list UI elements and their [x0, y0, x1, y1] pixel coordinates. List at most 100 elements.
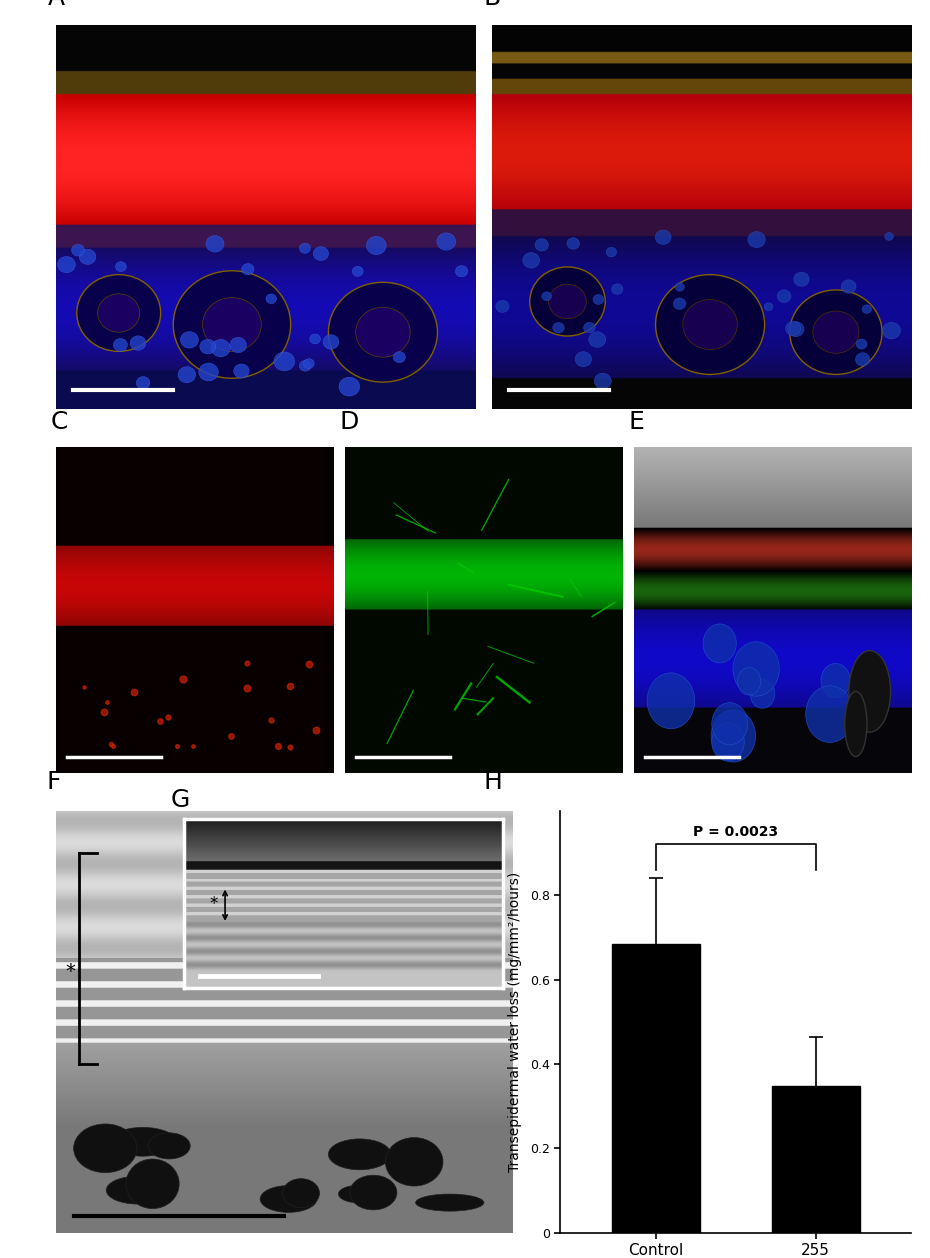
Text: G: G	[171, 789, 190, 813]
Circle shape	[593, 294, 604, 304]
Ellipse shape	[260, 1185, 317, 1213]
Circle shape	[233, 364, 249, 379]
Ellipse shape	[385, 1137, 443, 1186]
Circle shape	[842, 279, 856, 293]
Circle shape	[788, 322, 804, 337]
Ellipse shape	[328, 1138, 391, 1170]
Text: E: E	[628, 410, 644, 434]
Circle shape	[883, 322, 900, 338]
Circle shape	[98, 294, 140, 332]
Circle shape	[656, 230, 671, 244]
Circle shape	[200, 340, 216, 353]
Circle shape	[790, 291, 882, 375]
Circle shape	[173, 270, 291, 379]
Circle shape	[366, 237, 386, 254]
Circle shape	[130, 336, 146, 350]
Y-axis label: Transepidermal water loss (mg/mm²/hours): Transepidermal water loss (mg/mm²/hours)	[508, 872, 522, 1172]
Circle shape	[675, 283, 684, 291]
Circle shape	[274, 352, 295, 371]
Circle shape	[535, 239, 549, 252]
Circle shape	[437, 233, 456, 250]
Circle shape	[180, 332, 198, 348]
Circle shape	[178, 367, 195, 382]
Circle shape	[79, 249, 96, 264]
Circle shape	[584, 322, 595, 333]
Ellipse shape	[849, 650, 891, 732]
Circle shape	[58, 257, 75, 273]
Circle shape	[339, 377, 360, 396]
Ellipse shape	[350, 1175, 397, 1210]
Circle shape	[673, 298, 685, 309]
Ellipse shape	[106, 1176, 168, 1204]
Circle shape	[352, 267, 363, 277]
Circle shape	[203, 298, 261, 351]
Text: D: D	[339, 410, 359, 434]
Ellipse shape	[283, 1179, 320, 1208]
Circle shape	[299, 361, 312, 371]
Circle shape	[862, 304, 871, 313]
Text: C: C	[50, 410, 68, 434]
Circle shape	[805, 686, 854, 742]
Circle shape	[594, 374, 611, 389]
Circle shape	[733, 642, 779, 696]
Text: A: A	[47, 0, 64, 10]
Circle shape	[113, 338, 127, 351]
Circle shape	[72, 244, 85, 257]
Bar	[612, 944, 700, 1233]
Circle shape	[266, 294, 276, 303]
Circle shape	[884, 233, 894, 240]
Circle shape	[542, 292, 551, 301]
Text: P = 0.0023: P = 0.0023	[694, 825, 778, 839]
Circle shape	[647, 673, 695, 728]
Ellipse shape	[73, 1123, 137, 1172]
Circle shape	[856, 352, 870, 366]
Circle shape	[206, 235, 224, 252]
Circle shape	[589, 332, 605, 347]
Circle shape	[355, 307, 410, 357]
Circle shape	[77, 274, 161, 351]
Circle shape	[313, 247, 328, 260]
Text: *: *	[209, 894, 218, 912]
Circle shape	[567, 238, 579, 249]
Circle shape	[612, 284, 623, 294]
Circle shape	[523, 253, 539, 268]
Circle shape	[199, 364, 219, 381]
Circle shape	[530, 267, 605, 336]
Circle shape	[496, 301, 509, 312]
Circle shape	[748, 231, 765, 248]
Ellipse shape	[109, 1127, 177, 1156]
Circle shape	[393, 352, 405, 362]
Circle shape	[857, 338, 867, 348]
Circle shape	[813, 311, 859, 353]
Circle shape	[299, 243, 311, 253]
Ellipse shape	[126, 1159, 179, 1209]
Circle shape	[456, 265, 468, 277]
Circle shape	[606, 248, 617, 257]
Text: F: F	[46, 770, 61, 794]
Circle shape	[777, 289, 791, 302]
Bar	[772, 1086, 859, 1233]
Text: *: *	[65, 961, 74, 980]
Ellipse shape	[416, 1194, 484, 1211]
Circle shape	[711, 703, 748, 745]
Circle shape	[328, 282, 437, 382]
Circle shape	[683, 299, 737, 350]
Circle shape	[242, 264, 254, 274]
Circle shape	[737, 668, 761, 694]
Circle shape	[310, 335, 321, 343]
Ellipse shape	[148, 1133, 191, 1159]
Circle shape	[323, 335, 339, 350]
Circle shape	[115, 262, 126, 272]
Circle shape	[821, 663, 850, 698]
Circle shape	[751, 679, 775, 708]
Circle shape	[303, 359, 314, 369]
Circle shape	[711, 723, 744, 761]
Circle shape	[230, 337, 246, 352]
Circle shape	[711, 710, 755, 762]
Circle shape	[703, 624, 737, 663]
Circle shape	[552, 322, 565, 333]
Text: B: B	[484, 0, 501, 10]
Circle shape	[764, 303, 773, 311]
Circle shape	[549, 284, 586, 318]
Circle shape	[137, 376, 150, 389]
